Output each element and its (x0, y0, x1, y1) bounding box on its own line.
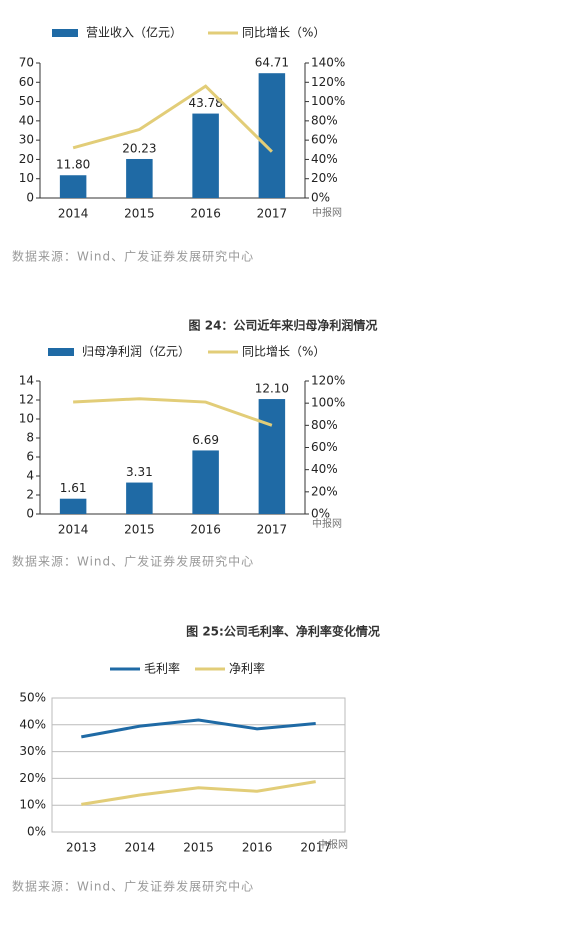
bar (192, 113, 219, 198)
bar (59, 175, 87, 198)
value-label: 1.61 (60, 481, 87, 495)
y2-tick-label: 100% (311, 94, 345, 108)
x-tick-label: 2017 (257, 523, 288, 537)
legend-label: 归母净利润（亿元） (82, 344, 190, 359)
y-tick-label: 0% (27, 825, 46, 839)
y2-tick-label: 80% (311, 113, 338, 127)
bar (258, 399, 286, 514)
legend-label: 毛利率 (144, 661, 180, 676)
value-label: 64.71 (255, 56, 289, 70)
y-tick-label: 30% (19, 744, 46, 758)
x-tick-label: 2013 (66, 841, 97, 855)
y-tick-label: 60 (19, 75, 34, 89)
bar (126, 158, 153, 198)
y-tick-label: 8 (26, 431, 34, 445)
value-label: 11.80 (56, 158, 90, 172)
y2-tick-label: 140% (311, 56, 345, 70)
y2-tick-label: 120% (311, 75, 345, 89)
chart-title: 图 24：公司近年来归母净利润情况 (189, 318, 378, 333)
y-tick-label: 6 (26, 450, 34, 464)
x-tick-label: 2014 (125, 841, 156, 855)
value-label: 12.10 (255, 382, 289, 396)
y-tick-label: 12 (19, 393, 34, 407)
bar (126, 482, 153, 514)
y-tick-label: 50% (19, 691, 46, 705)
y-tick-label: 2 (26, 488, 34, 502)
y-tick-label: 14 (19, 374, 34, 388)
legend-label: 同比增长（%） (242, 345, 325, 359)
y2-tick-label: 40% (311, 462, 338, 476)
y2-tick-label: 60% (311, 133, 338, 147)
legend-label: 净利率 (229, 661, 265, 676)
value-label: 6.69 (192, 433, 219, 447)
plot-frame (51, 697, 346, 833)
y-tick-label: 20 (19, 152, 34, 166)
line (72, 84, 273, 153)
x-tick-label: 2014 (58, 207, 89, 221)
legend-swatch (48, 348, 74, 356)
x-tick-label: 2015 (124, 523, 155, 537)
legend-swatch (52, 29, 78, 37)
source-note: 数据来源：Wind、广发证券发展研究中心 (12, 554, 254, 569)
watermark: 中报网 (312, 517, 342, 530)
y2-tick-label: 100% (311, 396, 345, 410)
x-tick-label: 2015 (124, 207, 155, 221)
line (81, 718, 316, 739)
legend-label: 同比增长（%） (242, 26, 325, 40)
bar (59, 498, 87, 514)
y-tick-label: 70 (19, 56, 34, 70)
x-tick-label: 2017 (257, 207, 288, 221)
y-tick-label: 0 (26, 191, 34, 205)
bar (192, 450, 219, 514)
chart-title: 图 25:公司毛利率、净利率变化情况 (186, 624, 380, 639)
x-tick-label: 2016 (190, 523, 221, 537)
x-tick-label: 2016 (242, 841, 273, 855)
y-tick-label: 40% (19, 717, 46, 731)
y2-tick-label: 20% (311, 171, 338, 185)
line (73, 397, 273, 427)
x-tick-label: 2015 (183, 841, 214, 855)
y-tick-label: 4 (26, 469, 34, 483)
line (81, 780, 316, 806)
y2-tick-label: 20% (311, 484, 338, 498)
watermark: 中报网 (318, 838, 348, 851)
value-label: 20.23 (122, 141, 156, 155)
y-tick-label: 50 (19, 94, 34, 108)
watermark: 中报网 (312, 206, 342, 219)
source-note: 数据来源：Wind、广发证券发展研究中心 (12, 249, 254, 264)
y2-tick-label: 0% (311, 191, 330, 205)
legend-label: 营业收入（亿元） (86, 25, 182, 40)
y-tick-label: 0 (26, 507, 34, 521)
y2-tick-label: 80% (311, 418, 338, 432)
x-tick-label: 2014 (58, 523, 89, 537)
y-tick-label: 20% (19, 771, 46, 785)
y-tick-label: 10 (19, 412, 34, 426)
y2-tick-label: 40% (311, 152, 338, 166)
y-tick-label: 40 (19, 113, 34, 127)
x-tick-label: 2017 (300, 841, 331, 855)
value-label: 3.31 (126, 465, 153, 479)
x-tick-label: 2016 (190, 207, 221, 221)
source-note: 数据来源：Wind、广发证券发展研究中心 (12, 879, 254, 894)
y2-tick-label: 0% (311, 507, 330, 521)
y-tick-label: 10 (19, 171, 34, 185)
y2-tick-label: 120% (311, 374, 345, 388)
y-tick-label: 30 (19, 133, 34, 147)
y-tick-label: 10% (19, 798, 46, 812)
y2-tick-label: 60% (311, 440, 338, 454)
bar (258, 73, 286, 198)
value-label: 43.78 (188, 96, 222, 110)
